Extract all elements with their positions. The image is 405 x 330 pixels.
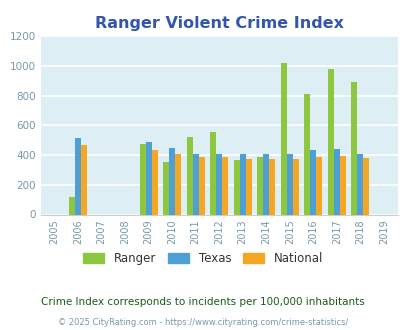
Bar bbox=[163, 162, 169, 214]
Bar bbox=[304, 94, 309, 214]
Bar bbox=[145, 142, 151, 214]
Bar bbox=[339, 156, 345, 214]
Text: © 2025 CityRating.com - https://www.cityrating.com/crime-statistics/: © 2025 CityRating.com - https://www.city… bbox=[58, 318, 347, 327]
Legend: Ranger, Texas, National: Ranger, Texas, National bbox=[78, 247, 327, 270]
Bar bbox=[257, 157, 263, 214]
Bar bbox=[315, 157, 321, 214]
Bar bbox=[263, 154, 269, 214]
Bar bbox=[356, 154, 362, 214]
Bar bbox=[233, 160, 239, 214]
Bar bbox=[327, 69, 333, 215]
Title: Ranger Violent Crime Index: Ranger Violent Crime Index bbox=[94, 16, 343, 31]
Bar bbox=[362, 158, 368, 214]
Bar bbox=[186, 137, 192, 214]
Bar bbox=[222, 157, 228, 214]
Bar bbox=[309, 150, 315, 214]
Bar bbox=[192, 154, 198, 214]
Bar bbox=[333, 149, 339, 214]
Bar bbox=[286, 154, 292, 214]
Bar bbox=[351, 82, 356, 214]
Bar bbox=[75, 138, 81, 214]
Bar bbox=[151, 150, 157, 214]
Bar bbox=[198, 157, 204, 214]
Bar bbox=[210, 132, 216, 214]
Bar bbox=[239, 154, 245, 214]
Bar bbox=[292, 159, 298, 214]
Bar bbox=[81, 145, 87, 214]
Bar bbox=[175, 154, 181, 214]
Bar bbox=[269, 159, 275, 214]
Bar bbox=[69, 197, 75, 214]
Text: Crime Index corresponds to incidents per 100,000 inhabitants: Crime Index corresponds to incidents per… bbox=[41, 297, 364, 307]
Bar bbox=[140, 144, 145, 214]
Bar bbox=[216, 154, 222, 214]
Bar bbox=[280, 63, 286, 214]
Bar bbox=[245, 159, 251, 214]
Bar bbox=[169, 148, 175, 214]
